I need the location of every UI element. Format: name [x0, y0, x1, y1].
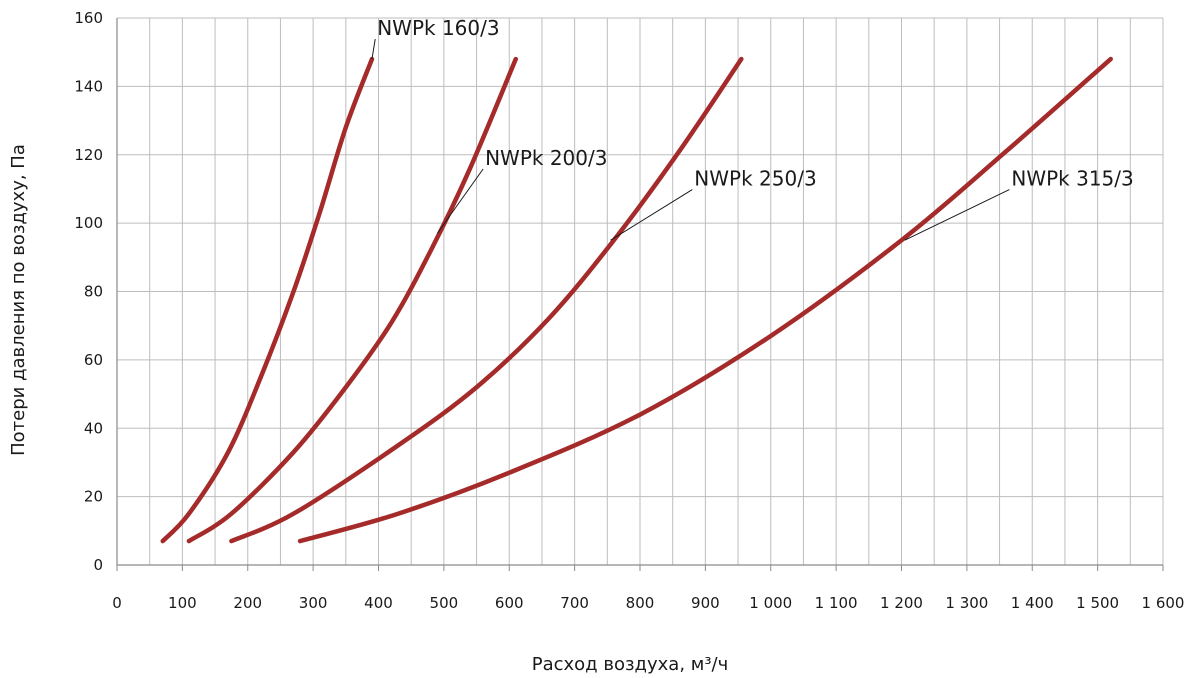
y-tick-label: 20 — [84, 488, 103, 506]
x-tick-label: 800 — [626, 594, 655, 612]
x-tick-label: 400 — [364, 594, 393, 612]
y-tick-label: 100 — [74, 214, 103, 232]
x-tick-label: 1 500 — [1076, 594, 1119, 612]
series-leader-line — [904, 189, 1010, 241]
x-tick-label: 1 100 — [815, 594, 858, 612]
y-tick-label: 120 — [74, 146, 103, 164]
x-tick-label: 0 — [112, 594, 122, 612]
series-lines — [160, 56, 1113, 544]
series-leader-line — [371, 39, 376, 60]
y-tick-label: 140 — [74, 77, 103, 95]
series-label: NWPk 160/3 — [377, 16, 499, 40]
x-tick-label: 1 400 — [1011, 594, 1054, 612]
tick-labels: 0 100 200 300 400 500 600 700 800 900 1 000 1 100 1 … — [74, 9, 1184, 612]
y-tick-label: 0 — [93, 556, 103, 574]
x-tick-label: 1 600 — [1142, 594, 1185, 612]
x-tick-label: 100 — [168, 594, 197, 612]
x-tick-label: 1 300 — [945, 594, 988, 612]
x-tick-label: 500 — [430, 594, 459, 612]
series-line-1 — [160, 56, 375, 544]
x-tick-label: 1 200 — [880, 594, 923, 612]
x-axis-title: Расход воздуха, м³/ч — [532, 654, 729, 675]
y-axis-title: Потери давления по воздуху, Па — [8, 144, 29, 456]
x-tick-label: 1 000 — [749, 594, 792, 612]
y-tick-label: 40 — [84, 419, 103, 437]
x-tick-label: 600 — [495, 594, 524, 612]
series-label: NWPk 200/3 — [485, 146, 607, 170]
series-leader-line — [436, 168, 484, 234]
series-label: NWPk 315/3 — [1011, 167, 1133, 191]
axes — [116, 18, 1164, 571]
series-label: NWPk 250/3 — [694, 167, 816, 191]
x-tick-label: 700 — [560, 594, 589, 612]
x-tick-label: 300 — [299, 594, 328, 612]
x-tick-label: 900 — [691, 594, 720, 612]
grid — [116, 17, 1164, 566]
series-line-2 — [186, 56, 519, 544]
series-line-3 — [229, 56, 744, 544]
y-tick-label: 60 — [84, 351, 103, 369]
series-leader-line — [610, 189, 693, 241]
x-tick-label: 200 — [233, 594, 262, 612]
series-line-4 — [297, 56, 1113, 544]
y-tick-label: 160 — [74, 9, 103, 27]
series-labels: NWPk 160/3 NWPk 200/3 NWPk 250/3 NWPk 315/3 — [371, 16, 1134, 241]
y-tick-label: 80 — [84, 283, 103, 301]
